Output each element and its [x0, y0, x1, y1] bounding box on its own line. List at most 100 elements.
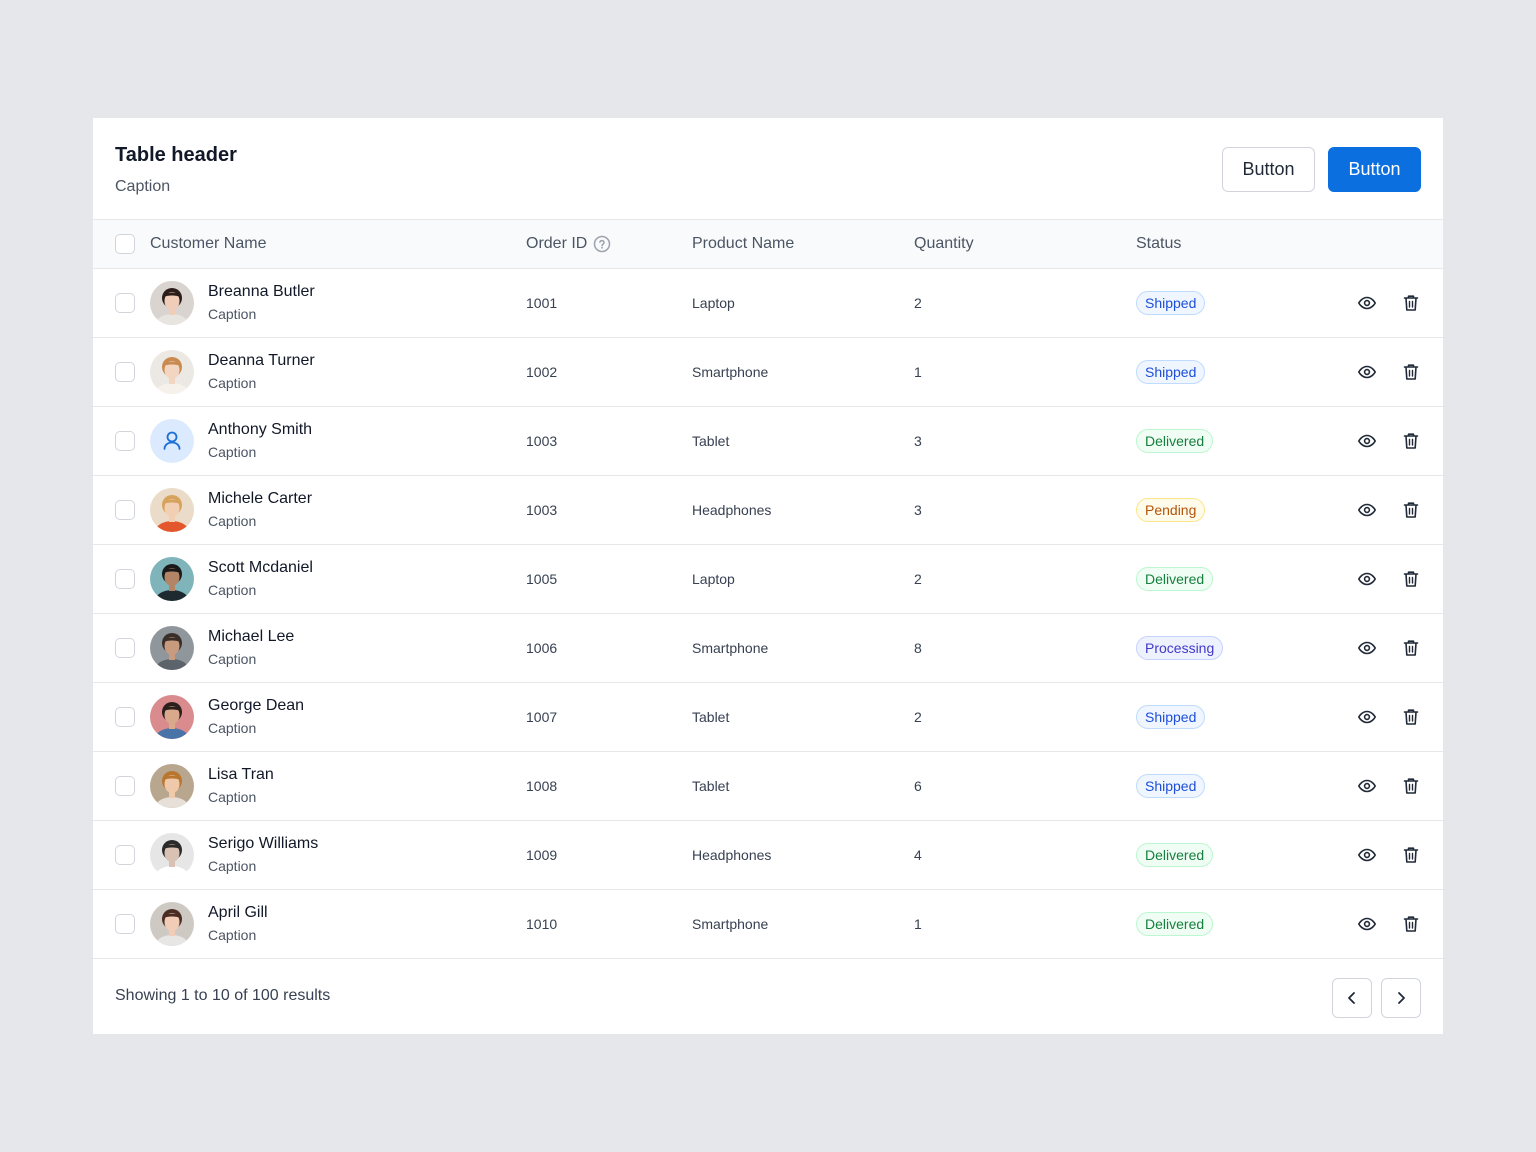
row-checkbox[interactable]: [115, 845, 135, 865]
view-button[interactable]: [1357, 431, 1377, 451]
view-button[interactable]: [1357, 293, 1377, 313]
delete-button[interactable]: [1401, 914, 1421, 934]
row-checkbox[interactable]: [115, 707, 135, 727]
avatar: [150, 281, 194, 325]
customer-name: Deanna Turner: [208, 352, 315, 369]
view-button[interactable]: [1357, 638, 1377, 658]
table-row[interactable]: April Gill Caption 1010 Smartphone 1 Delivere…: [93, 890, 1443, 959]
eye-icon: [1358, 365, 1376, 379]
status-badge: Delivered: [1136, 567, 1214, 591]
row-checkbox[interactable]: [115, 914, 135, 934]
delete-button[interactable]: [1401, 845, 1421, 865]
product-name-cell: Tablet: [692, 433, 730, 449]
customer-caption: Caption: [208, 651, 257, 667]
trash-icon: [1403, 778, 1419, 794]
row-checkbox[interactable]: [115, 776, 135, 796]
delete-button[interactable]: [1401, 776, 1421, 796]
eye-icon: [1358, 848, 1376, 862]
trash-icon: [1403, 847, 1419, 863]
view-button[interactable]: [1357, 362, 1377, 382]
delete-button[interactable]: [1401, 569, 1421, 589]
delete-button[interactable]: [1401, 293, 1421, 313]
table-row[interactable]: Scott Mcdaniel Caption 1005 Laptop 2 Delivere…: [93, 545, 1443, 614]
table-row[interactable]: Michael Lee Caption 1006 Smartphone 8 Process…: [93, 614, 1443, 683]
table-row[interactable]: Anthony Smith Caption 1003 Tablet 3 Delivered: [93, 407, 1443, 476]
view-button[interactable]: [1357, 914, 1377, 934]
view-button[interactable]: [1357, 707, 1377, 727]
eye-icon: [1358, 434, 1376, 448]
trash-icon: [1403, 433, 1419, 449]
avatar-photo: [150, 695, 194, 739]
delete-button[interactable]: [1401, 638, 1421, 658]
delete-button[interactable]: [1401, 500, 1421, 520]
column-header-product-name[interactable]: Product Name: [692, 235, 795, 252]
row-checkbox[interactable]: [115, 431, 135, 451]
select-all-checkbox[interactable]: [115, 234, 135, 254]
row-checkbox[interactable]: [115, 638, 135, 658]
eye-icon: [1358, 917, 1376, 931]
table-row[interactable]: George Dean Caption 1007 Tablet 2 Shipped: [93, 683, 1443, 752]
table-row[interactable]: Lisa Tran Caption 1008 Tablet 6 Shipped: [93, 752, 1443, 821]
status-badge: Pending: [1136, 498, 1206, 522]
user-icon: [150, 419, 194, 463]
product-name-cell: Smartphone: [692, 364, 769, 380]
eye-icon: [1358, 710, 1376, 724]
avatar: [150, 695, 194, 739]
customer-caption: Caption: [208, 375, 257, 391]
quantity-cell: 1: [914, 916, 922, 932]
customer-caption: Caption: [208, 582, 257, 598]
quantity-cell: 4: [914, 847, 922, 863]
customer-name: George Dean: [208, 697, 305, 714]
avatar-photo: [150, 626, 194, 670]
row-checkbox[interactable]: [115, 362, 135, 382]
eye-icon: [1358, 641, 1376, 655]
view-button[interactable]: [1357, 569, 1377, 589]
column-header-customer-name[interactable]: Customer Name: [150, 235, 267, 252]
customer-caption: Caption: [208, 513, 257, 529]
previous-page-button[interactable]: [1332, 978, 1372, 1018]
avatar-photo: [150, 902, 194, 946]
avatar: [150, 557, 194, 601]
customer-name: Anthony Smith: [208, 421, 313, 438]
quantity-cell: 2: [914, 571, 922, 587]
view-button[interactable]: [1357, 500, 1377, 520]
chevron-left-icon: [1348, 992, 1355, 1004]
customer-name: Scott Mcdaniel: [208, 559, 313, 576]
row-checkbox[interactable]: [115, 569, 135, 589]
trash-icon: [1403, 295, 1419, 311]
table-row[interactable]: Deanna Turner Caption 1002 Smartphone 1 Shipp…: [93, 338, 1443, 407]
eye-icon: [1358, 503, 1376, 517]
table-row[interactable]: Breanna Butler Caption 1001 Laptop 2 Shipped: [93, 269, 1443, 338]
avatar-photo: [150, 557, 194, 601]
delete-button[interactable]: [1401, 431, 1421, 451]
avatar: [150, 902, 194, 946]
help-circle-icon[interactable]: [593, 235, 611, 253]
avatar: [150, 833, 194, 877]
table-column-headers: Customer Name Order ID Product Name Quan…: [93, 220, 1443, 269]
table-body: Breanna Butler Caption 1001 Laptop 2 Shipped D…: [93, 269, 1443, 959]
column-header-order-id[interactable]: Order ID: [526, 235, 588, 252]
avatar: [150, 419, 194, 463]
table-row[interactable]: Michele Carter Caption 1003 Headphones 3 Pend…: [93, 476, 1443, 545]
customer-caption: Caption: [208, 720, 257, 736]
order-id-cell: 1008: [526, 778, 558, 794]
status-badge: Delivered: [1136, 429, 1214, 453]
row-checkbox[interactable]: [115, 500, 135, 520]
delete-button[interactable]: [1401, 707, 1421, 727]
status-badge: Processing: [1136, 636, 1224, 660]
primary-button[interactable]: Button: [1328, 147, 1421, 192]
view-button[interactable]: [1357, 776, 1377, 796]
trash-icon: [1403, 640, 1419, 656]
row-checkbox[interactable]: [115, 293, 135, 313]
customer-caption: Caption: [208, 789, 257, 805]
table-caption: Caption: [115, 178, 171, 195]
quantity-cell: 2: [914, 709, 922, 725]
secondary-button[interactable]: Button: [1222, 147, 1315, 192]
next-page-button[interactable]: [1381, 978, 1421, 1018]
order-id-cell: 1003: [526, 502, 558, 518]
table-row[interactable]: Serigo Williams Caption 1009 Headphones 4 Del…: [93, 821, 1443, 890]
column-header-quantity[interactable]: Quantity: [914, 235, 974, 252]
column-header-status[interactable]: Status: [1136, 235, 1182, 252]
view-button[interactable]: [1357, 845, 1377, 865]
delete-button[interactable]: [1401, 362, 1421, 382]
